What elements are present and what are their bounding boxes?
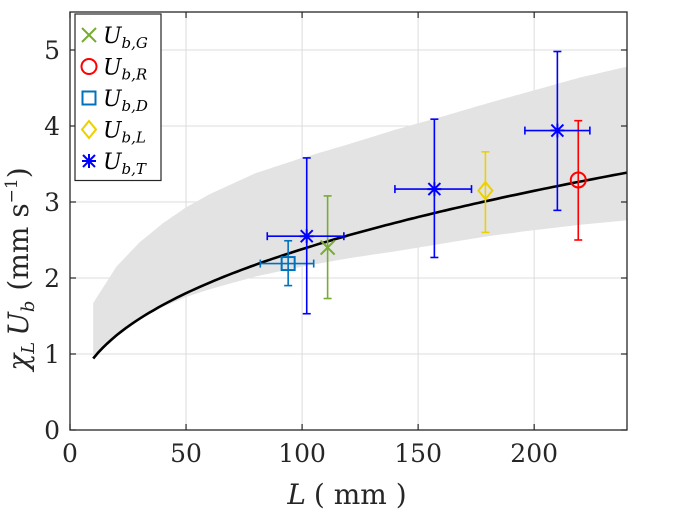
legend-marker-x (81, 27, 97, 43)
legend-label: Ub,G (103, 24, 148, 52)
y-axis-label: χLUb(mm s−1) (2, 167, 39, 372)
y-tick-label: 5 (44, 36, 60, 65)
legend-item-b-G: Ub,G (81, 24, 148, 52)
marker-d (477, 180, 494, 201)
data-point-b-R-1 (569, 119, 587, 241)
x-tick-label: 200 (510, 439, 558, 468)
data-point-b-T-5 (394, 118, 473, 259)
legend-label: Ub,L (103, 119, 146, 147)
data-point-b-L-3 (477, 151, 494, 234)
x-tick-label: 0 (62, 439, 78, 468)
data-point-b-T-4 (266, 157, 345, 315)
legend-marker-s (81, 90, 97, 106)
data-points-layer (259, 50, 591, 315)
fit-curve (92, 171, 628, 360)
uncertainty-band-layer (93, 66, 627, 356)
legend-marker-* (82, 154, 96, 168)
y-tick-label: 2 (44, 264, 60, 293)
svg-text:χLUb(mm s−1): χLUb(mm s−1) (2, 167, 39, 372)
x-tick-label: 50 (170, 439, 202, 468)
uncertainty-band (93, 66, 627, 356)
marker-* (299, 229, 314, 244)
legend-item-b-R: Ub,R (80, 56, 147, 84)
data-point-b-T-6 (524, 50, 591, 212)
x-axis-label-unit: ( mm ) (314, 478, 407, 511)
y-tick-label: 1 (44, 340, 60, 369)
data-point-b-D-2 (259, 239, 315, 287)
y-tick-label: 0 (44, 416, 60, 445)
fit-curve-layer (92, 171, 628, 360)
ticks-layer: 0 50 100 150 200 0 1 2 3 4 5 (44, 12, 627, 468)
legend-item-b-L: Ub,L (80, 119, 146, 147)
marker-o (569, 171, 587, 189)
marker-* (550, 123, 565, 138)
legend-marker-d (80, 119, 98, 140)
marker-s (280, 256, 296, 272)
x-tick-label: 100 (278, 439, 326, 468)
data-point-b-G-0 (319, 195, 336, 300)
axes-box (69, 11, 628, 431)
marker-* (427, 182, 442, 197)
legend-label: Ub,R (103, 56, 147, 84)
legend-item-b-D: Ub,D (81, 87, 148, 115)
x-axis-label-var: L (286, 478, 306, 511)
legend-box (74, 13, 162, 182)
y-tick-label: 3 (44, 188, 60, 217)
legend-marker-o (80, 58, 98, 75)
legend-label: Ub,D (103, 87, 148, 115)
x-axis-label: L( mm ) (286, 478, 406, 511)
legend-item-b-T: Ub,T (82, 150, 147, 178)
legend: Ub,G Ub,R Ub,D Ub,L Ub,T (74, 13, 162, 182)
x-tick-label: 150 (394, 439, 442, 468)
legend-label: Ub,T (103, 150, 147, 178)
y-tick-label: 4 (44, 112, 60, 141)
marker-x (319, 239, 336, 256)
